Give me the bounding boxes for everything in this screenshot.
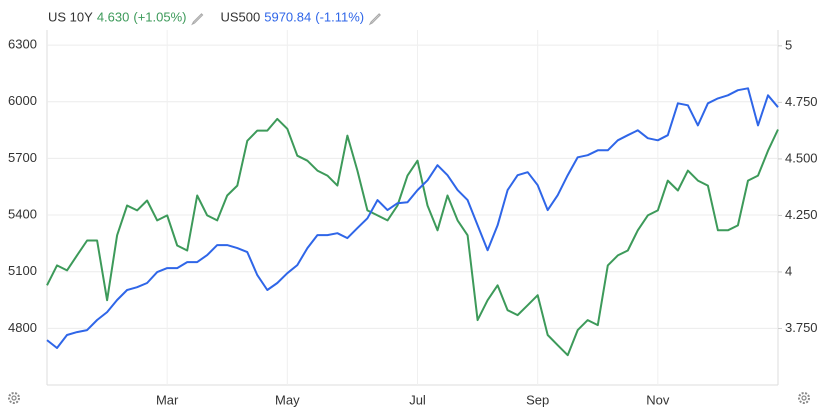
legend-name: US 10Y — [48, 9, 93, 24]
legend-change: (-1.11%) — [315, 9, 364, 24]
x-tick-label: May — [275, 392, 300, 407]
y2-tick-label: 4 — [785, 263, 792, 278]
y2-tick-label: 3.750 — [785, 320, 818, 335]
series-line — [46, 87, 779, 349]
legend-change: (+1.05%) — [133, 9, 186, 24]
x-tick-label: Jul — [409, 392, 426, 407]
legend-last: 5970.84 — [264, 9, 311, 24]
edit-icon — [191, 13, 204, 26]
legend-last: 4.630 — [97, 9, 130, 24]
y2-tick-label: 4.750 — [785, 94, 818, 109]
y-tick-label: 4800 — [8, 320, 37, 335]
settings-icon[interactable] — [8, 392, 20, 404]
y-tick-label: 5700 — [8, 150, 37, 165]
y2-tick-label: 5 — [785, 37, 792, 52]
y-tick-label: 6300 — [8, 37, 37, 52]
x-tick-label: Nov — [646, 392, 670, 407]
y-tick-label: 5400 — [8, 206, 37, 221]
edit-icon — [368, 13, 381, 26]
x-tick-label: Sep — [526, 392, 549, 407]
y-tick-label: 5100 — [8, 263, 37, 278]
legend-item[interactable]: US 10Y 4.630 (+1.05%) — [48, 9, 204, 26]
x-tick-label: Mar — [156, 392, 179, 407]
settings-icon[interactable] — [798, 392, 810, 404]
series-line — [46, 117, 779, 357]
legend-item[interactable]: US500 5970.84 (-1.11%) — [220, 9, 381, 26]
legend-name: US500 — [220, 9, 260, 24]
y2-tick-label: 4.250 — [785, 207, 818, 222]
y-tick-label: 6000 — [8, 93, 37, 108]
y2-tick-label: 4.500 — [785, 150, 818, 165]
